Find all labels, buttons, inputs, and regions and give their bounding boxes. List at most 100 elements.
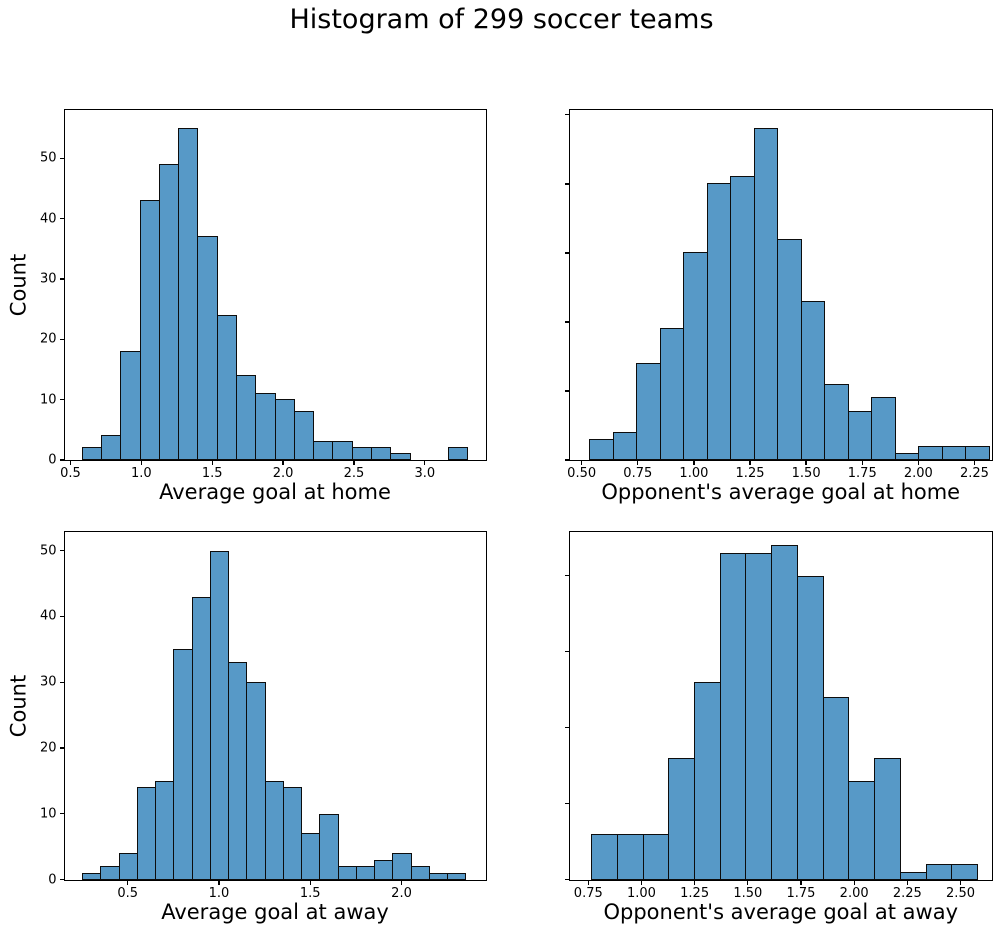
histogram-bar — [282, 787, 303, 880]
x-tick-mark — [211, 459, 213, 465]
x-tick-label: 3.0 — [414, 465, 436, 481]
x-tick-label: 2.50 — [946, 885, 975, 901]
histogram-bar — [951, 864, 979, 880]
histogram-bar — [392, 853, 412, 880]
y-tick-label: 20 — [39, 740, 57, 756]
histogram-bar — [100, 866, 120, 880]
y-tick-mark — [59, 747, 65, 749]
histogram-bar — [800, 300, 826, 460]
y-tick-mark — [565, 726, 570, 729]
histogram-bar — [337, 866, 357, 880]
histogram-bar — [209, 550, 230, 880]
plot-area — [65, 110, 486, 460]
histogram-bar — [668, 757, 695, 880]
histogram-bar — [874, 757, 901, 880]
histogram-bar — [351, 447, 372, 460]
x-tick-mark — [805, 459, 807, 465]
x-tick-label: 0.50 — [567, 465, 597, 481]
histogram-bar — [824, 383, 849, 460]
histogram-bar — [274, 399, 295, 460]
histogram-bar — [694, 681, 721, 880]
subplot-average-goal-at-away: Average goal at away Count 0.5 1.0 1.5 2.0 0… — [6, 530, 487, 923]
histogram-bar — [871, 397, 896, 460]
histogram-bar — [683, 252, 708, 460]
x-tick-label: 1.00 — [626, 885, 656, 901]
x-tick-label: 1.00 — [679, 465, 709, 481]
histogram-bar — [101, 435, 122, 460]
x-tick-label: 1.25 — [680, 885, 710, 901]
x-tick-mark — [861, 459, 863, 465]
histogram-bar — [636, 362, 661, 460]
x-tick-mark — [282, 459, 284, 465]
histogram-bar — [616, 833, 644, 880]
y-tick-mark — [565, 252, 570, 254]
x-tick-mark — [747, 879, 749, 885]
x-tick-mark — [693, 879, 696, 885]
histogram-bar — [777, 238, 802, 460]
x-tick-label: 1.75 — [847, 465, 877, 481]
x-tick-mark — [959, 879, 962, 885]
histogram-bar — [139, 200, 160, 460]
y-tick-mark — [59, 813, 65, 815]
histogram-bar — [847, 411, 873, 460]
x-tick-label: 1.50 — [733, 885, 763, 901]
x-tick-label: 2.25 — [892, 885, 922, 901]
x-tick-mark — [140, 459, 142, 465]
x-tick-mark — [424, 459, 426, 465]
x-tick-mark — [973, 459, 976, 465]
y-tick-mark — [565, 802, 570, 805]
x-tick-mark — [587, 879, 589, 885]
x-tick-mark — [640, 879, 643, 885]
x-tick-mark — [749, 459, 751, 465]
x-tick-label: 2.0 — [272, 465, 294, 481]
y-tick-label: 40 — [39, 608, 57, 624]
y-tick-label: 50 — [39, 543, 57, 559]
y-tick-mark — [59, 615, 65, 617]
x-axis-label: Average goal at away — [161, 899, 389, 924]
y-tick-label: 0 — [48, 452, 57, 468]
histogram-bar — [965, 445, 990, 460]
histogram-bar — [293, 411, 315, 460]
y-tick-label: 10 — [39, 806, 57, 822]
histogram-bar — [370, 447, 392, 460]
histogram-bar — [410, 866, 430, 880]
histogram-bar — [448, 447, 469, 460]
histogram-bar — [81, 447, 103, 460]
y-tick-label: 40 — [39, 211, 57, 227]
x-tick-label: 1.0 — [130, 465, 152, 481]
histogram-bar — [264, 780, 284, 880]
x-tick-label: 1.75 — [786, 885, 816, 901]
histogram-bar — [719, 552, 747, 880]
x-tick-mark — [309, 879, 311, 885]
x-tick-mark — [127, 879, 129, 885]
histogram-bar — [745, 552, 773, 880]
histogram-bar — [894, 452, 920, 460]
histogram-bar — [136, 787, 157, 880]
x-tick-label: 2.5 — [343, 465, 365, 481]
x-tick-label: 0.75 — [623, 465, 653, 481]
y-axis-label: Count — [6, 253, 30, 316]
x-tick-label: 1.0 — [208, 885, 230, 901]
histogram-bar — [173, 649, 193, 880]
x-tick-mark — [218, 879, 220, 885]
x-tick-label: 0.5 — [60, 465, 81, 481]
histogram-bar — [925, 864, 953, 880]
histogram-bar — [355, 866, 376, 880]
y-tick-mark — [565, 878, 570, 881]
histogram-bar — [191, 596, 211, 880]
x-axis-label: Opponent's average goal at home — [601, 479, 961, 504]
y-tick-label: 30 — [39, 674, 57, 690]
histogram-bar — [228, 662, 248, 880]
figure-title: Histogram of 299 soccer teams — [289, 4, 714, 35]
y-tick-mark — [59, 459, 65, 461]
histogram-bar — [158, 163, 180, 460]
histogram-bar — [771, 545, 798, 880]
x-axis-label: Average goal at home — [159, 479, 391, 504]
y-tick-mark — [59, 878, 65, 881]
histogram-bar — [706, 183, 732, 460]
y-tick-mark — [59, 278, 65, 280]
y-tick-label: 20 — [39, 331, 57, 347]
histogram-bar — [178, 127, 199, 460]
x-axis-label: Opponent's average goal at away — [603, 899, 959, 924]
x-tick-mark — [581, 459, 583, 465]
